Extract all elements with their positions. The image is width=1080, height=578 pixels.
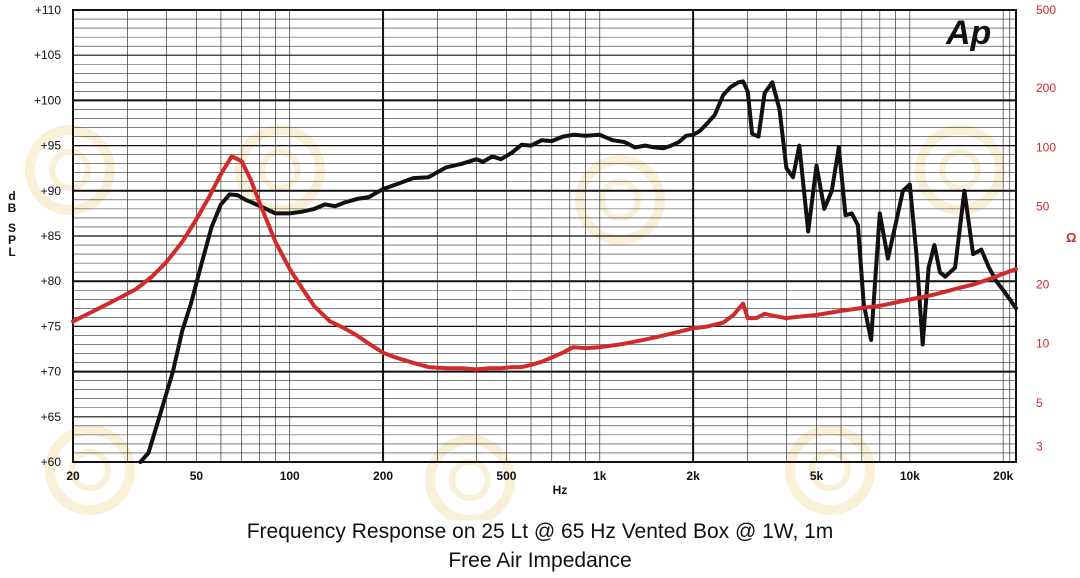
x-tick-label: 500 xyxy=(496,469,516,483)
x-axis-ticks: 20 50 100 200 500 1k 2k 5k 10k 20k xyxy=(66,469,1013,483)
chart-title: Frequency Response on 25 Lt @ 65 Hz Vent… xyxy=(246,520,834,543)
x-tick-label: 1k xyxy=(593,469,607,483)
y2-axis-title: Ω xyxy=(1066,230,1076,245)
x-tick-label: 50 xyxy=(190,469,204,483)
y2-tick-label: 200 xyxy=(1036,81,1056,95)
svg-text:Ap: Ap xyxy=(945,14,991,52)
chart-subtitle: Free Air Impedance xyxy=(448,549,632,572)
y2-tick-label: 100 xyxy=(1036,140,1056,154)
y-tick-label: +60 xyxy=(41,455,62,469)
x-tick-label: 20k xyxy=(993,469,1013,483)
ap-logo: Ap xyxy=(945,14,991,52)
watermark-mark xyxy=(45,425,135,515)
y-axis-ticks: +110 +105 +100 +95 +90 +85 +80 +75 +70 +65 +60 xyxy=(34,3,61,469)
y-tick-label: +85 xyxy=(41,229,62,243)
y-tick-label: +75 xyxy=(41,319,62,333)
y2-tick-label: 500 xyxy=(1036,3,1056,17)
y-tick-label: +110 xyxy=(35,3,61,17)
y-tick-label: +80 xyxy=(41,274,62,288)
x-axis-title: Hz xyxy=(553,483,568,497)
y2-tick-label: 50 xyxy=(1036,199,1050,213)
x-tick-label: 10k xyxy=(900,469,920,483)
y2-axis-ticks: 500 200 100 50 20 10 5 3 xyxy=(1036,3,1056,453)
y2-tick-label: 10 xyxy=(1036,337,1050,351)
y2-tick-label: 20 xyxy=(1036,278,1050,292)
watermark-mark xyxy=(915,125,1005,215)
impedance-series-line xyxy=(71,154,1018,372)
y2-tick-label: 3 xyxy=(1036,439,1043,453)
x-tick-label: 100 xyxy=(280,469,300,483)
axis-titles: Hz d B S P L Ω xyxy=(8,189,1077,497)
y-tick-label: +90 xyxy=(41,184,62,198)
spl-series-line xyxy=(138,79,1018,464)
y-tick-label: +65 xyxy=(41,410,62,424)
frequency-response-chart: +110 +105 +100 +95 +90 +85 +80 +75 +70 +65 +60 500… xyxy=(8,3,1077,520)
y2-tick-label: 5 xyxy=(1036,396,1043,410)
x-tick-label: 5k xyxy=(810,469,824,483)
y-tick-label: +95 xyxy=(41,139,62,153)
y-tick-label: +70 xyxy=(41,365,62,379)
watermark-mark xyxy=(235,125,325,215)
x-tick-label: 20 xyxy=(66,469,80,483)
y-tick-label: +100 xyxy=(34,93,61,107)
x-tick-label: 200 xyxy=(373,469,393,483)
y-tick-label: +105 xyxy=(34,48,61,62)
series-layer xyxy=(71,79,1018,464)
plot-frame xyxy=(72,9,1017,463)
x-tick-label: 2k xyxy=(686,469,700,483)
watermark-mark xyxy=(25,125,115,215)
major-grid xyxy=(73,9,1016,463)
watermark-mark xyxy=(785,425,875,515)
